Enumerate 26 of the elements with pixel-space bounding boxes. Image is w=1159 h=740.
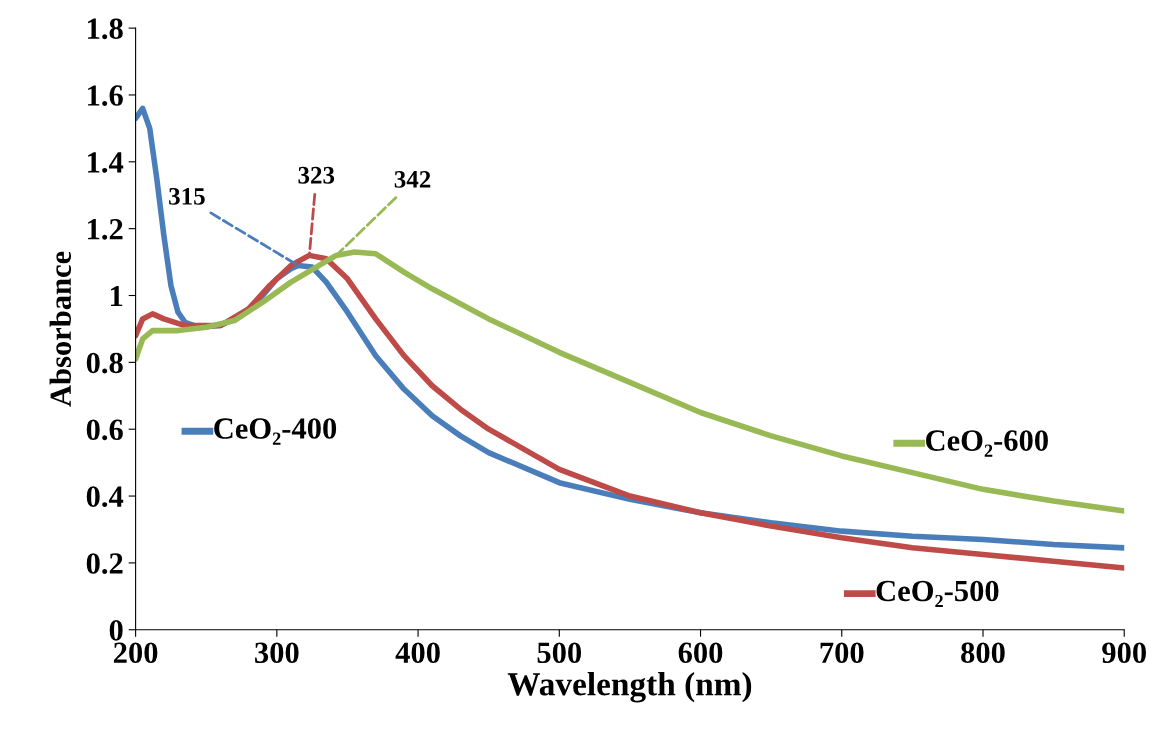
x-tick-label: 900 <box>1102 642 1146 664</box>
legend-label: CeO₂-400 <box>214 418 337 445</box>
x-tick-label: 200 <box>113 642 158 664</box>
x-tick-label: 600 <box>678 642 723 664</box>
legend-label: CeO₂-600 <box>926 430 1048 457</box>
y-tick-label: 1.4 <box>88 152 124 173</box>
y-tick-label: 0.4 <box>86 486 124 508</box>
annotation: 342 <box>394 171 431 188</box>
y-tick-label: 1 <box>110 285 123 307</box>
x-tick-label: 400 <box>395 642 440 664</box>
x-tick-label: 500 <box>537 642 582 664</box>
y-tick-label: 0.8 <box>86 352 123 374</box>
y-tick-label: 1.8 <box>88 18 123 40</box>
y-tick-label: 0 <box>109 620 123 641</box>
x-tick-label: 800 <box>961 642 1005 664</box>
x-tick-label: 300 <box>255 642 299 664</box>
annotation: 315 <box>169 187 205 205</box>
annotation: 323 <box>298 166 335 184</box>
x-axis-title: Wavelength (nm) <box>507 672 752 703</box>
y-tick-label: 0.6 <box>86 419 123 441</box>
y-tick-label: 0.2 <box>86 553 123 574</box>
y-tick-label: 1.6 <box>88 85 123 106</box>
y-axis-title: Absorbance <box>49 251 72 407</box>
legend-label: CeO₂-500 <box>876 580 999 608</box>
y-tick-label: 1.2 <box>88 219 123 240</box>
x-tick-label: 700 <box>820 642 864 664</box>
